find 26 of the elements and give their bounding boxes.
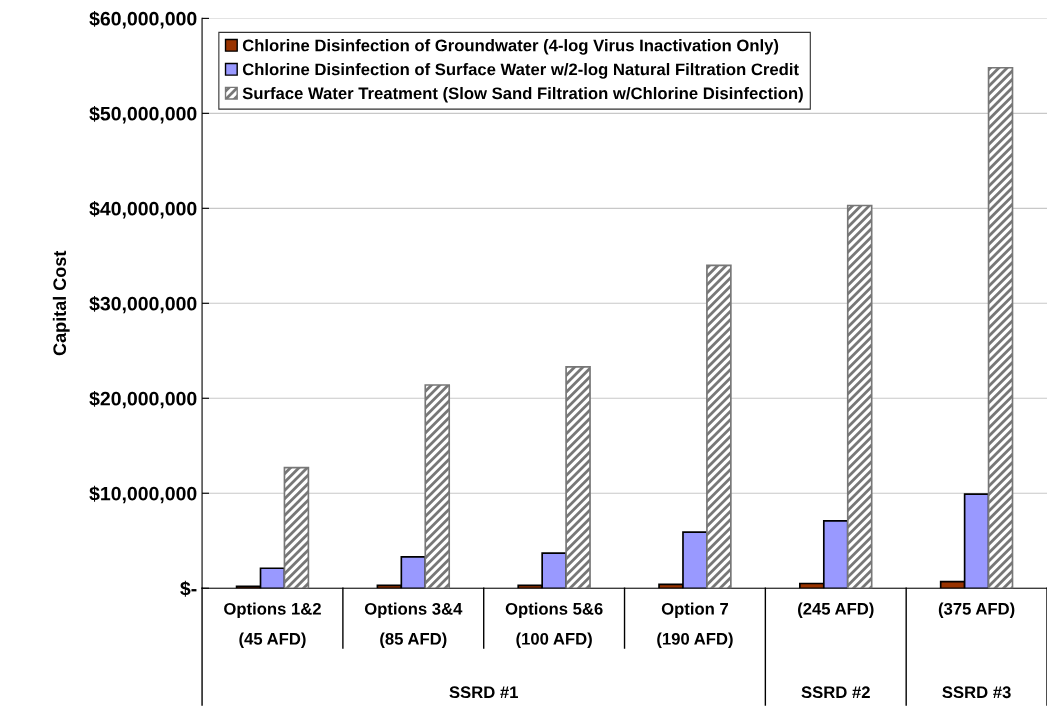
y-tick-label: $40,000,000	[89, 200, 197, 219]
y-tick-label: $50,000,000	[89, 105, 197, 124]
y-axis-title: Capital Cost	[52, 250, 70, 356]
x-tick-label: Options 5&6 (100 AFD)	[505, 602, 603, 649]
y-tick-label: $20,000,000	[89, 390, 197, 409]
bar	[565, 366, 591, 589]
bar	[987, 66, 1014, 589]
x-tick-label: Options 1&2 (45 AFD)	[224, 602, 321, 649]
x-tick-label: (375 AFD)	[938, 602, 1015, 619]
y-tick-label: $10,000,000	[89, 485, 197, 504]
bar	[424, 384, 451, 589]
text: SSRD #1	[449, 686, 518, 699]
legend-label: Chlorine Disinfection of Surface Water w/2-log Natural Filtration Credit	[242, 63, 799, 79]
x-tick-label: Option 7 (190 AFD)	[657, 602, 733, 649]
text: SSRD #3	[942, 686, 1011, 699]
bar	[283, 466, 310, 589]
y-tick-label: $-	[180, 580, 197, 597]
x-tick-label: Options 3&4 (85 AFD)	[364, 602, 463, 649]
y-tick-label: $30,000,000	[89, 295, 197, 314]
bar	[846, 204, 873, 589]
bar	[706, 264, 732, 589]
legend-label: Surface Water Treatment (Slow Sand Filtration w/Chlorine Disinfection)	[242, 86, 803, 103]
text: SSRD #2	[801, 686, 870, 699]
legend-label: Chlorine Disinfection of Groundwater (4-log Virus Inactivation Only)	[242, 39, 779, 55]
x-tick-label: (245 AFD)	[798, 602, 874, 619]
y-tick-label: $60,000,000	[89, 11, 197, 29]
